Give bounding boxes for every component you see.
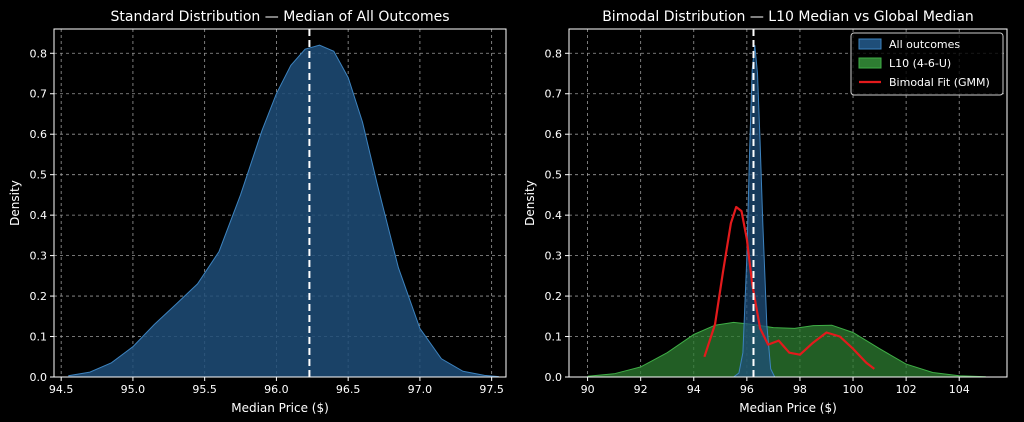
- y-tick-label: 0.2: [30, 290, 48, 303]
- y-axis-label: Density: [523, 180, 537, 226]
- x-axis: 90 92 94 96 98 100 102 104: [581, 377, 970, 396]
- y-tick-label: 0.8: [30, 47, 48, 60]
- y-axis: 0.0 0.1 0.2 0.3 0.4 0.5 0.6 0.7 0.8: [545, 47, 569, 384]
- y-tick-label: 0.4: [30, 209, 48, 222]
- x-tick-label: 96: [740, 383, 754, 396]
- y-tick-label: 0.6: [30, 128, 48, 141]
- x-tick-label: 90: [581, 383, 595, 396]
- x-tick-label: 97.0: [408, 383, 433, 396]
- legend-label: L10 (4-6-U): [889, 57, 951, 70]
- legend-box: [850, 32, 1004, 96]
- x-tick-label: 97.5: [479, 383, 504, 396]
- y-tick-label: 0.0: [30, 371, 48, 384]
- y-tick-label: 0.5: [545, 169, 563, 182]
- legend-swatch: [858, 38, 882, 50]
- chart-title: Bimodal Distribution — L10 Median vs Glo…: [602, 9, 974, 25]
- density-area: [68, 45, 499, 377]
- y-axis-label: Density: [8, 180, 22, 226]
- y-tick-label: 0.1: [30, 331, 48, 344]
- plot-area: [68, 44, 499, 377]
- x-tick-label: 100: [843, 383, 864, 396]
- x-tick-label: 104: [949, 383, 970, 396]
- l10-4-6-u-outline: [587, 321, 986, 377]
- y-tick-label: 0.1: [545, 331, 563, 344]
- all-outcomes-outline: [733, 45, 776, 377]
- y-tick-label: 0.2: [545, 290, 563, 303]
- y-tick-label: 0.5: [30, 169, 48, 182]
- legend-label: Bimodal Fit (GMM): [889, 76, 990, 89]
- bimodal-fit-gmm-line: [703, 205, 875, 370]
- x-tick-label: 94: [687, 383, 701, 396]
- x-tick-label: 96.0: [264, 383, 289, 396]
- x-axis: 94.5 95.0 95.5 96.0 96.5 97.0 97.5: [49, 377, 504, 396]
- x-axis-label: Median Price ($): [739, 401, 837, 415]
- y-tick-label: 0.7: [30, 88, 48, 101]
- axes-frame: [568, 28, 1008, 378]
- x-tick-label: 94.5: [49, 383, 74, 396]
- x-tick-label: 102: [896, 383, 917, 396]
- y-tick-label: 0.3: [545, 250, 563, 263]
- y-tick-label: 0.0: [545, 371, 563, 384]
- legend-swatch: [858, 57, 882, 69]
- standard-distribution-panel: 94.5 95.0 95.5 96.0 96.5 97.0 97.5 0.0 0.1 0.2 0.3…: [8, 9, 507, 415]
- legend: All outcomes L10 (4-6-U) Bimodal Fit (GMM): [850, 32, 1004, 96]
- y-axis: 0.0 0.1 0.2 0.3 0.4 0.5 0.6 0.7 0.8: [30, 47, 54, 384]
- y-tick-label: 0.8: [545, 47, 563, 60]
- x-axis-label: Median Price ($): [231, 401, 329, 415]
- y-tick-label: 0.7: [545, 88, 563, 101]
- x-tick-label: 98: [793, 383, 807, 396]
- y-tick-label: 0.4: [545, 209, 563, 222]
- y-tick-label: 0.6: [545, 128, 563, 141]
- chart-title: Standard Distribution — Median of All Ou…: [110, 9, 449, 25]
- axes-frame: [53, 28, 507, 378]
- bimodal-distribution-panel: 90 92 94 96 98 100 102 104 0.0 0.1 0.2 0.3 0.4 0.5 0.6…: [523, 9, 1008, 415]
- x-tick-label: 95.5: [192, 383, 217, 396]
- x-tick-label: 92: [634, 383, 648, 396]
- y-tick-label: 0.3: [30, 250, 48, 263]
- x-tick-label: 95.0: [121, 383, 146, 396]
- legend-label: All outcomes: [889, 38, 960, 51]
- density-outline: [68, 44, 499, 377]
- x-tick-label: 96.5: [336, 383, 361, 396]
